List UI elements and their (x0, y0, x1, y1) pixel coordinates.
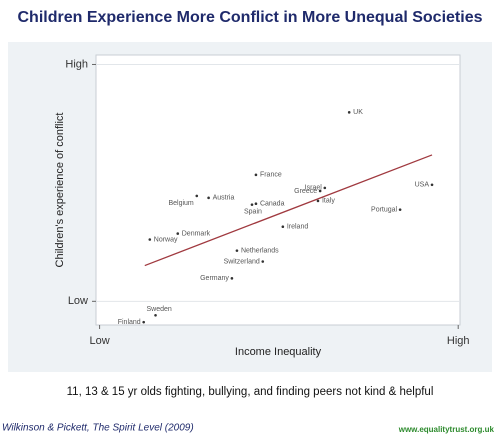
point-label: Portugal (371, 207, 398, 214)
point (230, 277, 234, 280)
point (347, 111, 351, 114)
trend-line (144, 154, 433, 267)
point-label: USA (415, 182, 430, 189)
point (148, 238, 152, 241)
point (142, 320, 145, 324)
url: www.equalitytrust.org.uk (398, 425, 495, 434)
point (281, 225, 285, 229)
point-label: Spain (244, 209, 262, 216)
point-label: Greece (294, 188, 317, 195)
point (398, 208, 402, 211)
point (254, 202, 258, 206)
point-label: Israel (305, 185, 323, 192)
point (176, 232, 180, 235)
point (316, 199, 320, 203)
point-label: Germany (200, 275, 229, 282)
point (430, 183, 434, 187)
point-label: France (260, 172, 282, 179)
point-label: Denmark (182, 230, 211, 237)
caption: 11, 13 & 15 yr olds fighting, bullying, … (67, 386, 434, 398)
source: Wilkinson & Pickett, The Spirit Level (2… (2, 423, 194, 434)
point (323, 186, 327, 190)
point (235, 249, 239, 252)
point-label: Finland (118, 319, 141, 326)
x-tick-label: High (447, 335, 470, 347)
point-label: Italy (322, 198, 335, 205)
point-label: Norway (154, 236, 178, 243)
point-label: Belgium (168, 200, 193, 207)
point (254, 173, 258, 177)
point (154, 313, 157, 317)
point-label: Sweden (147, 306, 172, 313)
point (318, 189, 322, 193)
point (207, 196, 210, 200)
point (250, 203, 254, 206)
x-tick-label: Low (89, 335, 109, 347)
point (261, 260, 265, 263)
y-tick-label: Low (68, 295, 88, 307)
point (195, 194, 199, 198)
point-label: Ireland (287, 224, 309, 231)
chart-title: Children Experience More Conflict in Mor… (18, 9, 483, 26)
point-label: Switzerland (224, 258, 260, 265)
point-label: Austria (213, 195, 235, 202)
x-axis-label: Income Inequality (235, 346, 322, 358)
point-label: UK (353, 109, 363, 116)
y-axis-label: Children's experience of conflict (54, 113, 66, 268)
plot-area (95, 54, 461, 326)
point-label: Canada (260, 201, 285, 208)
point-label: Netherlands (241, 247, 279, 254)
y-tick-label: High (65, 58, 88, 70)
